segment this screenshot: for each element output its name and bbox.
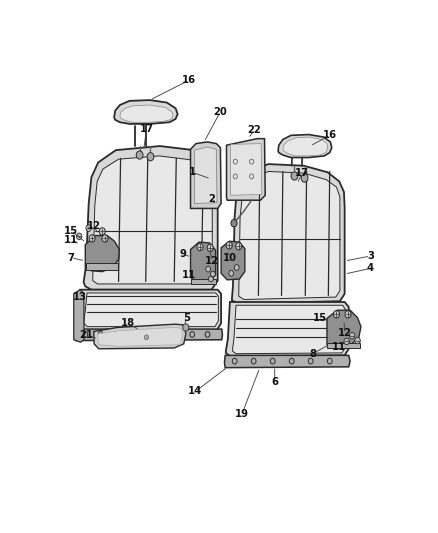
Circle shape (291, 172, 298, 180)
Text: 4: 4 (367, 263, 374, 273)
Text: 18: 18 (120, 318, 134, 328)
Polygon shape (230, 143, 262, 195)
Circle shape (236, 243, 242, 250)
Text: 8: 8 (309, 349, 316, 359)
Text: 10: 10 (223, 253, 237, 263)
Circle shape (206, 266, 211, 272)
Text: 2: 2 (208, 193, 215, 204)
Polygon shape (232, 164, 345, 304)
Text: 21: 21 (80, 330, 94, 340)
Polygon shape (85, 236, 119, 272)
Text: 1: 1 (189, 167, 196, 177)
Polygon shape (120, 105, 173, 122)
Circle shape (211, 271, 215, 277)
Polygon shape (221, 241, 245, 280)
Text: 20: 20 (214, 107, 227, 117)
Circle shape (136, 151, 143, 159)
Circle shape (147, 152, 154, 161)
Circle shape (77, 233, 82, 240)
Circle shape (86, 225, 92, 231)
Circle shape (102, 235, 108, 242)
Text: 22: 22 (247, 125, 261, 135)
Polygon shape (191, 242, 215, 283)
Polygon shape (98, 327, 182, 346)
Circle shape (234, 265, 239, 270)
Text: 3: 3 (367, 251, 374, 261)
Polygon shape (327, 310, 361, 348)
Polygon shape (283, 137, 328, 156)
Polygon shape (224, 356, 350, 368)
Circle shape (226, 241, 232, 249)
Text: 15: 15 (312, 313, 327, 324)
Polygon shape (191, 142, 221, 208)
Text: 16: 16 (323, 131, 337, 140)
Text: 7: 7 (67, 253, 74, 263)
Polygon shape (226, 302, 349, 356)
Circle shape (207, 244, 213, 252)
Circle shape (183, 324, 189, 331)
Circle shape (301, 174, 308, 182)
Circle shape (89, 235, 95, 242)
Polygon shape (74, 290, 84, 342)
Text: 11: 11 (64, 235, 78, 245)
Polygon shape (278, 134, 332, 158)
Text: 12: 12 (338, 328, 352, 338)
Text: 11: 11 (181, 270, 196, 280)
Circle shape (333, 311, 339, 318)
Text: 11: 11 (332, 342, 346, 352)
Text: 19: 19 (235, 409, 249, 418)
Circle shape (231, 220, 237, 227)
Text: 12: 12 (205, 256, 219, 266)
Circle shape (229, 270, 233, 276)
Circle shape (345, 311, 351, 318)
Polygon shape (191, 279, 216, 284)
Polygon shape (76, 290, 221, 330)
Polygon shape (94, 324, 186, 349)
Polygon shape (86, 263, 117, 270)
Circle shape (145, 335, 148, 340)
Polygon shape (75, 329, 223, 341)
Circle shape (350, 333, 355, 339)
Polygon shape (114, 100, 178, 124)
Polygon shape (226, 139, 265, 200)
Text: 17: 17 (295, 168, 309, 178)
Polygon shape (233, 305, 345, 354)
Text: 5: 5 (183, 312, 190, 322)
Text: 14: 14 (188, 386, 202, 397)
Polygon shape (239, 172, 340, 300)
Polygon shape (194, 147, 217, 204)
Polygon shape (93, 156, 212, 284)
Circle shape (208, 276, 213, 282)
Text: 12: 12 (87, 222, 101, 231)
Text: 15: 15 (64, 225, 78, 236)
Circle shape (99, 228, 105, 235)
Polygon shape (327, 343, 360, 348)
Circle shape (355, 337, 360, 344)
Polygon shape (84, 146, 218, 290)
Text: 16: 16 (182, 75, 196, 85)
Circle shape (197, 243, 203, 251)
Text: 9: 9 (180, 249, 187, 260)
Polygon shape (84, 293, 219, 327)
Text: 13: 13 (73, 292, 87, 302)
Text: 17: 17 (139, 124, 153, 134)
Text: 6: 6 (271, 377, 278, 387)
Circle shape (344, 338, 350, 345)
